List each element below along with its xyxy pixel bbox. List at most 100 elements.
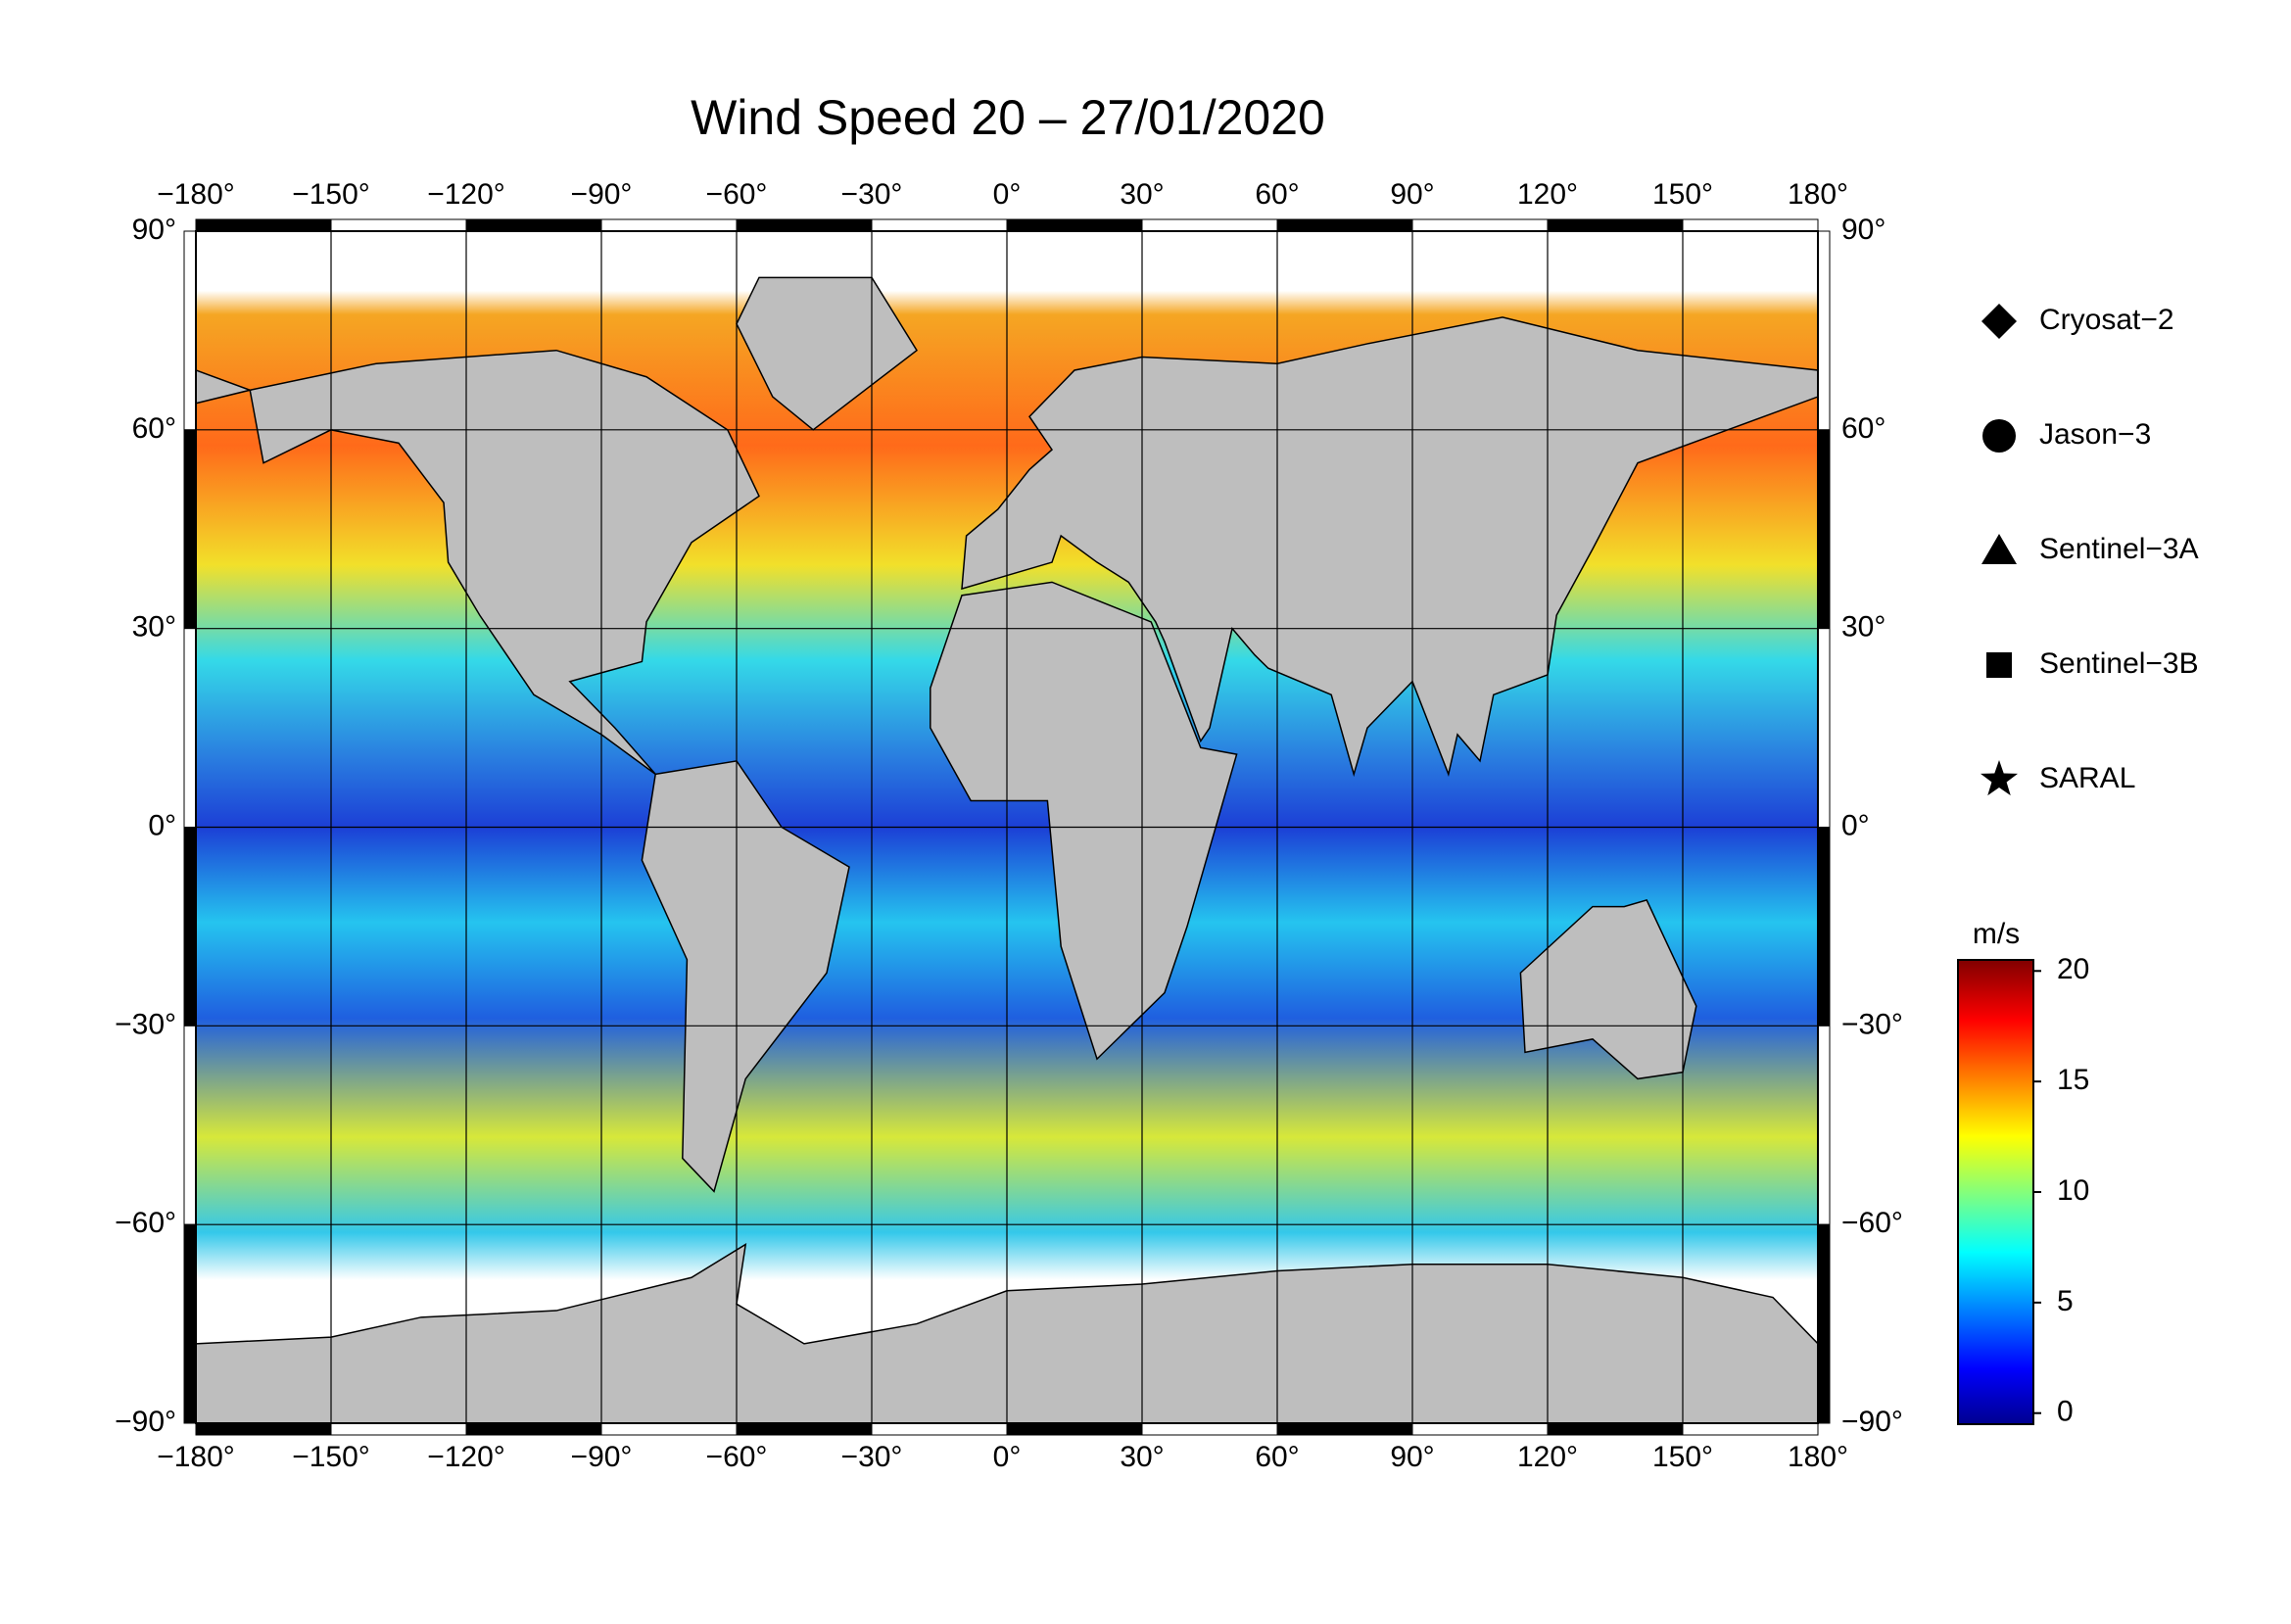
frame-band (1817, 230, 1831, 431)
frame-band (465, 1422, 602, 1436)
colorbar-tick-label: 10 (2057, 1174, 2089, 1207)
lat-tick-label: −90° (115, 1406, 176, 1438)
legend-label: Cryosat−2 (2039, 304, 2174, 336)
frame-band (183, 1025, 197, 1225)
frame-band (1141, 1422, 1278, 1436)
lon-tick-label: 120° (1517, 178, 1578, 211)
legend-label: Jason−3 (2039, 418, 2151, 451)
lon-tick-label: 180° (1788, 178, 1848, 211)
frame-band (195, 218, 332, 232)
frame-band (183, 628, 197, 829)
frame-band (736, 1422, 873, 1436)
lon-tick-label: 60° (1255, 178, 1299, 211)
lon-tick-label: 90° (1390, 1441, 1434, 1473)
frame-band (871, 1422, 1008, 1436)
lon-tick-label: 120° (1517, 1441, 1578, 1473)
frame-band (183, 827, 197, 1027)
frame-band (330, 1422, 467, 1436)
frame-band (1547, 1422, 1684, 1436)
lat-tick-label: 60° (1841, 412, 1885, 445)
legend-label: SARAL (2039, 762, 2135, 794)
frame-band (1276, 1422, 1413, 1436)
colorbar-tick-label: 20 (2057, 953, 2089, 985)
frame-band (1006, 218, 1143, 232)
colorbar-tick-label: 5 (2057, 1285, 2074, 1317)
frame-band (1817, 1223, 1831, 1424)
lat-tick-label: 60° (132, 412, 176, 445)
colorbar (1957, 959, 2034, 1425)
lon-tick-label: 60° (1255, 1441, 1299, 1473)
lon-tick-label: −180° (157, 178, 235, 211)
frame-band (1276, 218, 1413, 232)
map-frame (195, 230, 1819, 1424)
lat-tick-label: −60° (1841, 1207, 1903, 1239)
frame-band (183, 429, 197, 630)
frame-band (183, 230, 197, 431)
frame-band (1682, 218, 1819, 232)
legend-marker (1981, 304, 2017, 339)
lat-tick-label: 0° (1841, 809, 1870, 841)
frame-band (1817, 827, 1831, 1027)
frame-band (195, 1422, 332, 1436)
land (249, 349, 760, 776)
frame-band (1817, 429, 1831, 630)
lon-tick-label: −60° (706, 178, 768, 211)
frame-band (1682, 1422, 1819, 1436)
land (641, 760, 850, 1193)
frame-band (736, 218, 873, 232)
lat-tick-label: 30° (132, 611, 176, 644)
frame-band (330, 218, 467, 232)
frame-band (871, 218, 1008, 232)
lon-tick-label: −120° (427, 178, 505, 211)
title: Wind Speed 20 – 27/01/2020 (691, 90, 1325, 145)
frame-band (1547, 218, 1684, 232)
colorbar-tick-label: 0 (2057, 1396, 2074, 1428)
frame-band (1411, 1422, 1549, 1436)
lon-tick-label: −90° (571, 1441, 633, 1473)
lon-tick-label: 30° (1120, 178, 1164, 211)
lon-tick-label: −90° (571, 178, 633, 211)
colorbar-unit: m/s (1973, 918, 2020, 950)
lon-tick-label: 30° (1120, 1441, 1164, 1473)
lon-tick-label: −150° (292, 178, 370, 211)
lon-tick-label: 0° (993, 1441, 1022, 1473)
lat-tick-label: 90° (1841, 214, 1885, 246)
lon-tick-label: 90° (1390, 178, 1434, 211)
frame-band (600, 1422, 738, 1436)
lon-tick-label: −30° (841, 178, 903, 211)
lon-tick-label: 150° (1652, 178, 1713, 211)
lon-tick-label: −120° (427, 1441, 505, 1473)
legend-label: Sentinel−3B (2039, 647, 2199, 680)
lon-tick-label: −60° (706, 1441, 768, 1473)
frame-band (1817, 1025, 1831, 1225)
lat-tick-label: −30° (1841, 1008, 1903, 1040)
lat-tick-label: 90° (132, 214, 176, 246)
land (1519, 898, 1697, 1080)
frame-band (1141, 218, 1278, 232)
lon-tick-label: −30° (841, 1441, 903, 1473)
lon-tick-label: 180° (1788, 1441, 1848, 1473)
frame-band (1817, 628, 1831, 829)
frame-band (600, 218, 738, 232)
lon-tick-label: 0° (993, 178, 1022, 211)
legend-label: Sentinel−3A (2039, 533, 2199, 565)
lon-tick-label: 150° (1652, 1441, 1713, 1473)
lat-tick-label: −30° (115, 1008, 176, 1040)
lat-tick-label: 30° (1841, 611, 1885, 644)
lat-tick-label: 0° (148, 809, 176, 841)
frame-band (183, 1223, 197, 1424)
legend-marker (1982, 419, 2016, 453)
lat-tick-label: −90° (1841, 1406, 1903, 1438)
frame-band (465, 218, 602, 232)
legend-marker (1986, 652, 2012, 678)
legend-marker (1980, 760, 2019, 796)
lon-tick-label: −180° (157, 1441, 235, 1473)
legend-marker (1981, 534, 2017, 564)
frame-band (1411, 218, 1549, 232)
land (961, 316, 1819, 778)
lat-tick-label: −60° (115, 1207, 176, 1239)
frame-band (1006, 1422, 1143, 1436)
colorbar-tick-label: 15 (2057, 1064, 2089, 1096)
